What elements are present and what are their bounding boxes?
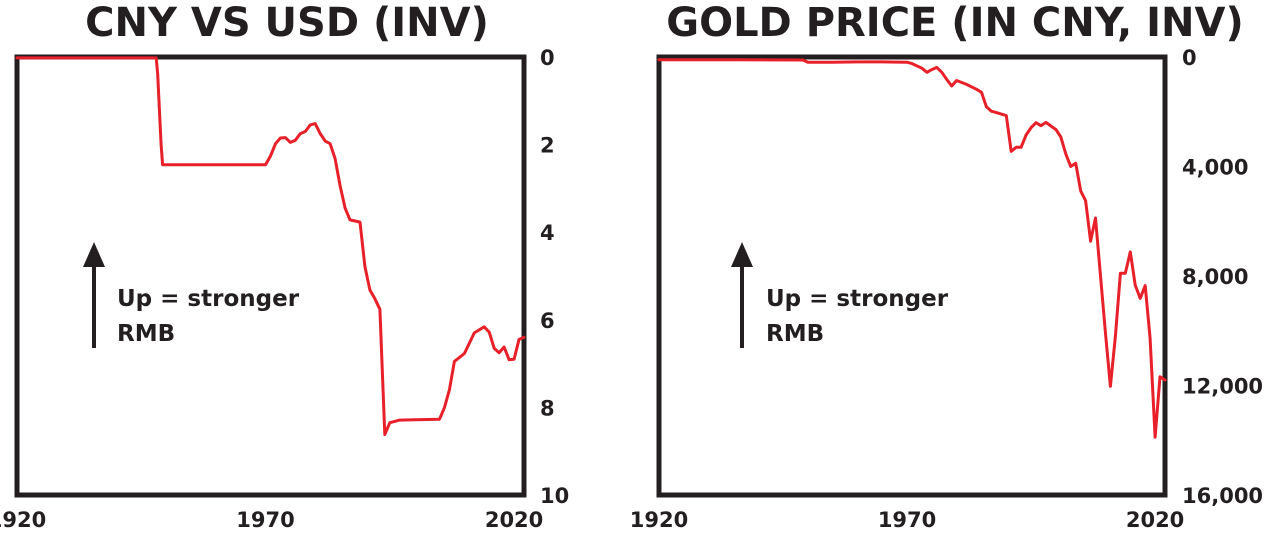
x-tick-label: 1970	[236, 508, 294, 532]
series-line	[657, 58, 1167, 439]
series-line	[15, 56, 526, 437]
x-tick-label: 2020	[485, 508, 543, 532]
annotation-line-2: RMB	[766, 321, 824, 347]
y-tick-label: 4	[540, 221, 555, 245]
chart-panel-2: GOLD PRICE (IN CNY, INV)0 4,000 8,000 12,00…	[630, 0, 1263, 532]
up-arrow-icon	[83, 242, 105, 267]
y-tick-label: 4,000	[1182, 156, 1248, 180]
y-tick-label: 6	[540, 309, 555, 333]
chart-title: GOLD PRICE (IN CNY, INV)	[666, 0, 1244, 46]
y-tick-label: 2	[540, 134, 555, 158]
annotation-line-1: Up = stronger	[117, 286, 300, 312]
chart-title: CNY VS USD (INV)	[85, 0, 489, 46]
x-tick-label: 1970	[878, 508, 936, 532]
x-tick-label: 2020	[1126, 508, 1184, 532]
y-tick-label: 10	[540, 484, 569, 508]
annotation-line-1: Up = stronger	[766, 286, 949, 312]
up-arrow-icon	[731, 242, 753, 267]
x-tick-label: 1920	[630, 508, 688, 532]
y-tick-label: 8,000	[1182, 265, 1248, 289]
x-tick-label: 1920	[0, 508, 46, 532]
y-tick-label: 8	[540, 396, 555, 420]
y-tick-label: 16,000	[1182, 484, 1263, 508]
plot-frame	[14, 54, 527, 498]
y-tick-label: 12,000	[1182, 375, 1263, 399]
y-tick-label: 0	[540, 46, 555, 70]
chart-panel-1: CNY VS USD (INV) 0 2 4 6 8 10 1920 1970 2020 Up = …	[0, 0, 569, 532]
y-tick-label: 0	[1182, 46, 1197, 70]
annotation-line-2: RMB	[117, 321, 175, 347]
plot-frame	[656, 54, 1168, 498]
